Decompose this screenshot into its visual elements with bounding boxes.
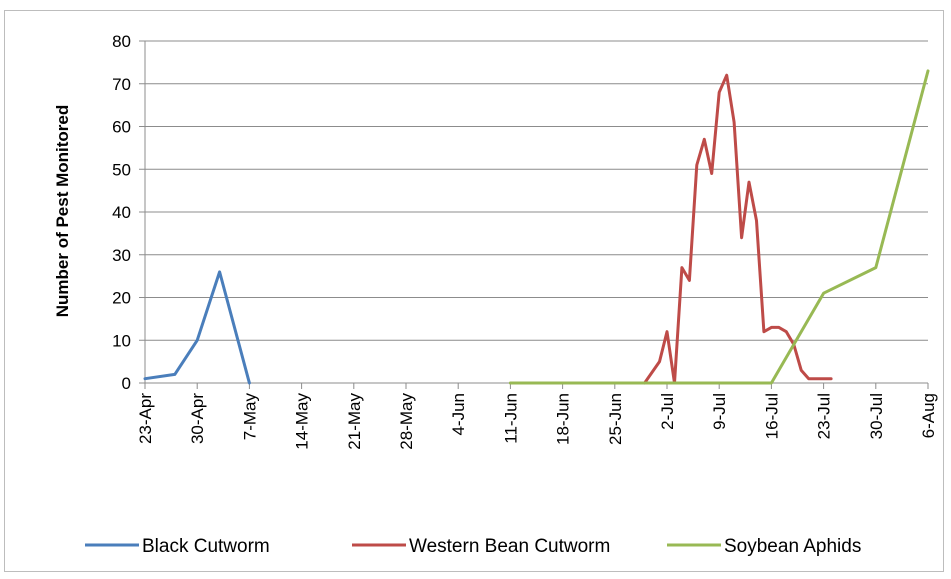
x-tick-labels: 23-Apr 30-Apr 7-May 14-May 21-May 28-May 4-Jun… — [136, 393, 938, 450]
y-tick-label: 20 — [112, 289, 131, 308]
x-tick-label: 9-Jul — [710, 393, 729, 430]
series-lines — [143, 69, 930, 385]
y-tick-label: 10 — [112, 331, 131, 350]
x-tick-label: 7-May — [240, 393, 259, 441]
y-tick-label: 80 — [112, 32, 131, 51]
y-tick-label: 70 — [112, 75, 131, 94]
x-tick-label: 30-Apr — [188, 393, 207, 444]
x-tick-label: 23-Apr — [136, 393, 155, 444]
x-tick-label: 16-Jul — [762, 393, 781, 439]
y-tick-labels: 0 10 20 30 40 50 60 70 80 — [112, 32, 131, 393]
x-tick-label: 21-May — [345, 393, 364, 450]
y-axis-label: Number of Pest Monitored — [53, 105, 72, 318]
legend-label: Western Bean Cutworm — [409, 536, 610, 557]
series-line-soybean-aphids — [508, 69, 930, 385]
x-tick-label: 25-Jun — [606, 393, 625, 445]
x-tick-label: 6-Aug — [919, 393, 938, 438]
y-tick-label: 0 — [122, 374, 131, 393]
x-tick-label: 14-May — [293, 393, 312, 450]
y-tick-label: 40 — [112, 203, 131, 222]
y-tick-label: 50 — [112, 160, 131, 179]
series-line-black-cutworm — [143, 270, 251, 385]
x-tick-label: 28-May — [397, 393, 416, 450]
legend-label: Soybean Aphids — [724, 536, 861, 557]
legend: Black Cutworm Western Bean Cutworm Soybean… — [85, 536, 861, 557]
gridlines — [145, 40, 928, 341]
axes — [139, 40, 929, 389]
x-tick-label: 11-Jun — [501, 393, 520, 444]
x-tick-label: 2-Jul — [658, 393, 677, 430]
legend-label: Black Cutworm — [142, 536, 270, 557]
x-tick-label: 18-Jun — [554, 393, 573, 445]
x-tick-label: 23-Jul — [815, 393, 834, 439]
y-tick-label: 30 — [112, 246, 131, 265]
x-tick-label: 4-Jun — [449, 393, 468, 436]
x-tick-label: 30-Jul — [867, 393, 886, 439]
series-line-western-bean-cutworm — [643, 73, 833, 385]
y-tick-label: 60 — [112, 118, 131, 137]
chart-frame — [4, 10, 944, 572]
